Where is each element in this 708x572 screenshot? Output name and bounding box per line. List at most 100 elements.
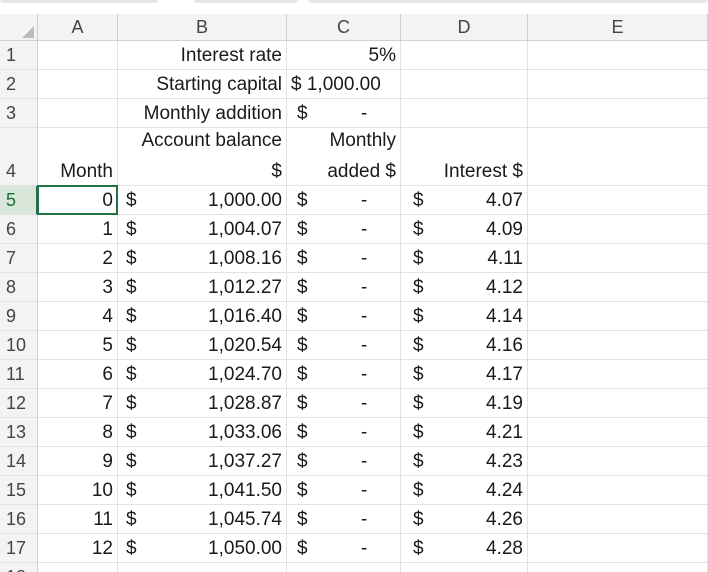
cell-a2[interactable] <box>38 70 118 99</box>
column-header-e[interactable]: E <box>528 14 708 41</box>
row-header-7[interactable]: 7 <box>0 244 38 273</box>
cell-e16[interactable] <box>528 505 708 534</box>
cell-a9[interactable]: 4 <box>38 302 118 331</box>
row-header-12[interactable]: 12 <box>0 389 38 418</box>
cell-b7[interactable]: $1,008.16 <box>118 244 287 273</box>
row-header-13[interactable]: 13 <box>0 418 38 447</box>
cell-a16[interactable]: 11 <box>38 505 118 534</box>
cell-c12[interactable]: $ - <box>287 389 401 418</box>
cell-d10[interactable]: $4.16 <box>401 331 528 360</box>
cell-d16[interactable]: $4.26 <box>401 505 528 534</box>
cell-b2[interactable]: Starting capital <box>118 70 287 99</box>
cell-b15[interactable]: $1,041.50 <box>118 476 287 505</box>
cell-c1[interactable]: 5% <box>287 41 401 70</box>
cell-c5[interactable]: $ - <box>287 186 401 215</box>
cell-a10[interactable]: 5 <box>38 331 118 360</box>
cell-e4[interactable] <box>528 128 708 186</box>
cell-d2[interactable] <box>401 70 528 99</box>
cell-a4[interactable]: Month <box>38 128 118 186</box>
cell-c11[interactable]: $ - <box>287 360 401 389</box>
column-header-a[interactable]: A <box>38 14 118 41</box>
cell-b13[interactable]: $1,033.06 <box>118 418 287 447</box>
column-header-c[interactable]: C <box>287 14 401 41</box>
cell-b17[interactable]: $1,050.00 <box>118 534 287 563</box>
cell-c17[interactable]: $ - <box>287 534 401 563</box>
row-header-8[interactable]: 8 <box>0 273 38 302</box>
cell-c18[interactable] <box>287 563 401 572</box>
cell-a13[interactable]: 8 <box>38 418 118 447</box>
cell-d18[interactable] <box>401 563 528 572</box>
cell-a14[interactable]: 9 <box>38 447 118 476</box>
cell-a12[interactable]: 7 <box>38 389 118 418</box>
cell-e18[interactable] <box>528 563 708 572</box>
cell-b5[interactable]: $1,000.00 <box>118 186 287 215</box>
cell-c13[interactable]: $ - <box>287 418 401 447</box>
cell-b9[interactable]: $1,016.40 <box>118 302 287 331</box>
cell-d12[interactable]: $4.19 <box>401 389 528 418</box>
row-header-16[interactable]: 16 <box>0 505 38 534</box>
cell-a3[interactable] <box>38 99 118 128</box>
cell-d8[interactable]: $4.12 <box>401 273 528 302</box>
cell-e1[interactable] <box>528 41 708 70</box>
cell-c15[interactable]: $ - <box>287 476 401 505</box>
cell-c3[interactable]: $ - <box>287 99 401 128</box>
tab-edge[interactable] <box>0 0 158 3</box>
cell-b6[interactable]: $1,004.07 <box>118 215 287 244</box>
row-header-10[interactable]: 10 <box>0 331 38 360</box>
cell-e5[interactable] <box>528 186 708 215</box>
cell-a6[interactable]: 1 <box>38 215 118 244</box>
cell-e3[interactable] <box>528 99 708 128</box>
cell-a17[interactable]: 12 <box>38 534 118 563</box>
cell-d4[interactable]: Interest $ <box>401 128 528 186</box>
row-header-11[interactable]: 11 <box>0 360 38 389</box>
cell-e14[interactable] <box>528 447 708 476</box>
cell-c8[interactable]: $ - <box>287 273 401 302</box>
cell-d17[interactable]: $4.28 <box>401 534 528 563</box>
cell-a18[interactable] <box>38 563 118 572</box>
cell-c7[interactable]: $ - <box>287 244 401 273</box>
cell-a11[interactable]: 6 <box>38 360 118 389</box>
column-header-d[interactable]: D <box>401 14 528 41</box>
cell-d14[interactable]: $4.23 <box>401 447 528 476</box>
cell-b11[interactable]: $1,024.70 <box>118 360 287 389</box>
cell-e10[interactable] <box>528 331 708 360</box>
cell-d1[interactable] <box>401 41 528 70</box>
cell-e9[interactable] <box>528 302 708 331</box>
cell-c2[interactable]: $ 1,000.00 <box>287 70 401 99</box>
cell-b12[interactable]: $1,028.87 <box>118 389 287 418</box>
cell-e2[interactable] <box>528 70 708 99</box>
cell-c6[interactable]: $ - <box>287 215 401 244</box>
cell-b8[interactable]: $1,012.27 <box>118 273 287 302</box>
cell-c9[interactable]: $ - <box>287 302 401 331</box>
cell-e8[interactable] <box>528 273 708 302</box>
cell-d6[interactable]: $4.09 <box>401 215 528 244</box>
cell-b14[interactable]: $1,037.27 <box>118 447 287 476</box>
row-header-18[interactable]: 18 <box>0 563 38 572</box>
cell-c16[interactable]: $ - <box>287 505 401 534</box>
cell-b4[interactable]: Account balance $ <box>118 128 287 186</box>
row-header-9[interactable]: 9 <box>0 302 38 331</box>
row-header-5[interactable]: 5 <box>0 186 38 215</box>
cell-e17[interactable] <box>528 534 708 563</box>
row-header-14[interactable]: 14 <box>0 447 38 476</box>
cell-e11[interactable] <box>528 360 708 389</box>
cell-e15[interactable] <box>528 476 708 505</box>
cell-c4[interactable]: Monthly added $ <box>287 128 401 186</box>
row-header-4[interactable]: 4 <box>0 128 38 186</box>
cell-a1[interactable] <box>38 41 118 70</box>
cell-d7[interactable]: $4.11 <box>401 244 528 273</box>
tab-edge[interactable] <box>308 0 708 3</box>
cell-b18[interactable] <box>118 563 287 572</box>
column-header-b[interactable]: B <box>118 14 287 41</box>
cell-d5[interactable]: $4.07 <box>401 186 528 215</box>
row-header-3[interactable]: 3 <box>0 99 38 128</box>
cell-e13[interactable] <box>528 418 708 447</box>
select-all-corner[interactable] <box>0 14 38 41</box>
cell-d11[interactable]: $4.17 <box>401 360 528 389</box>
cell-e7[interactable] <box>528 244 708 273</box>
cell-e12[interactable] <box>528 389 708 418</box>
cell-d9[interactable]: $4.14 <box>401 302 528 331</box>
row-header-17[interactable]: 17 <box>0 534 38 563</box>
cell-a8[interactable]: 3 <box>38 273 118 302</box>
cell-b10[interactable]: $1,020.54 <box>118 331 287 360</box>
